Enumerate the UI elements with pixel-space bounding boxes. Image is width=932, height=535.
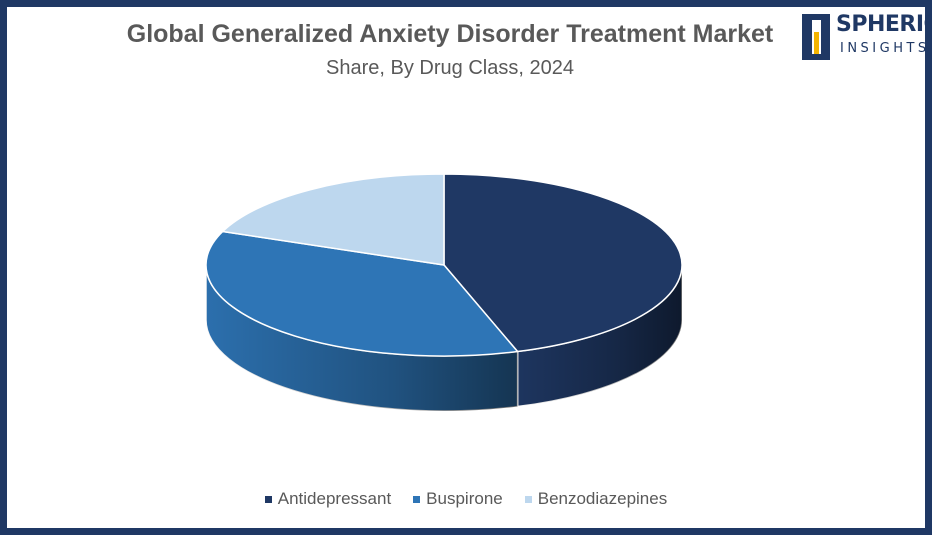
- legend-label-antidepressant: Antidepressant: [277, 489, 392, 508]
- legend-swatch-benzodiazepines: [524, 495, 532, 503]
- legend-item-antidepressant: Antidepressant: [264, 489, 392, 509]
- pie-side-shade-buspirone: [206, 265, 518, 411]
- pie-slice-benzodiazepines: [221, 173, 445, 266]
- chart-title: Global Generalized Anxiety Disorder Trea…: [126, 20, 774, 48]
- legend-item-buspirone: Buspirone: [413, 489, 503, 509]
- legend-swatch-antidepressant: [264, 495, 272, 503]
- spherical-insights-logo: SPHERICAL INSIGHTS: [802, 12, 932, 64]
- logo-text-secondary: INSIGHTS: [840, 41, 930, 56]
- legend-label-buspirone: Buspirone: [426, 489, 503, 508]
- chart-legend: Antidepressant Buspirone Benzodiazepines: [0, 489, 932, 509]
- legend-swatch-buspirone: [413, 495, 421, 503]
- legend-label-benzodiazepines: Benzodiazepines: [537, 489, 668, 508]
- pie-slice-buspirone: [205, 230, 519, 357]
- logo-text-primary: SPHERICAL: [836, 12, 932, 37]
- chart-subtitle: Share, By Drug Class, 2024: [326, 57, 574, 79]
- pie-side-shade-antidepressant: [517, 265, 682, 407]
- legend-item-benzodiazepines: Benzodiazepines: [524, 489, 668, 509]
- logo-mark-icon: [802, 14, 830, 60]
- pie-slice-antidepressant: [443, 173, 683, 353]
